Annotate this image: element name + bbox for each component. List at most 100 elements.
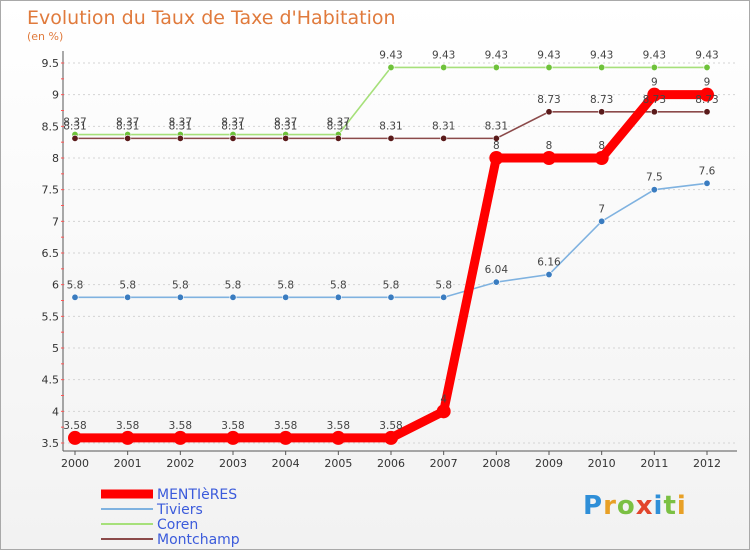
data-point (176, 293, 184, 301)
data-point (598, 108, 606, 116)
data-label: 8 (598, 140, 605, 152)
data-point (436, 404, 451, 419)
data-point (387, 63, 395, 71)
data-label: 9.43 (485, 49, 508, 61)
x-tick-label: 2009 (535, 457, 563, 470)
x-tick-label: 2008 (482, 457, 510, 470)
logo-letter: i (676, 491, 687, 521)
logo-letter: x (635, 491, 654, 521)
data-label: 9.43 (537, 49, 560, 61)
data-label: 5.8 (277, 279, 294, 291)
data-label: 8.37 (221, 117, 244, 129)
data-point (282, 293, 290, 301)
x-tick-label: 2002 (166, 457, 194, 470)
logo-letter: o (616, 491, 636, 521)
legend-label: MENTIèRES (157, 487, 237, 503)
data-label: 3.58 (116, 420, 139, 432)
data-label: 8.37 (116, 117, 139, 129)
data-label: 3.58 (221, 420, 244, 432)
data-point (598, 217, 606, 225)
data-point (124, 134, 132, 142)
data-point (384, 430, 398, 445)
data-label: 8 (546, 140, 553, 152)
y-tick-label: 6.5 (42, 247, 60, 260)
y-tick-label: 6 (52, 279, 59, 292)
data-point (650, 63, 658, 71)
proxiti-logo: Proxiti (583, 491, 687, 521)
data-label: 7.5 (646, 172, 663, 184)
data-label: 8.37 (327, 117, 350, 129)
data-label: 7 (598, 203, 605, 215)
data-label: 3.58 (63, 420, 86, 432)
data-point (492, 278, 500, 286)
data-label: 9.43 (590, 49, 613, 61)
data-label: 5.8 (435, 279, 452, 291)
data-label: 8.31 (485, 120, 508, 132)
data-label: 8.73 (590, 94, 613, 106)
tick-labels: 3.5 4 4.5 5 5.5 6 6.5 7 7.5 8 8.5 9 9.5 2000 2001 2002 2… (42, 57, 722, 470)
y-tick-label: 9.5 (42, 57, 60, 70)
data-label: 3.58 (274, 420, 297, 432)
y-tick-label: 4 (52, 405, 59, 418)
legend-label: Coren (157, 517, 198, 533)
data-label: 3.58 (379, 420, 402, 432)
data-point (226, 430, 240, 445)
data-label: 8.37 (274, 117, 297, 129)
y-tick-label: 5.5 (42, 310, 60, 323)
x-tick-label: 2004 (272, 457, 300, 470)
x-tick-label: 2011 (640, 457, 668, 470)
y-tick-label: 8.5 (42, 120, 60, 133)
data-point (282, 134, 290, 142)
data-point (440, 63, 448, 71)
data-label: 9.43 (643, 49, 666, 61)
y-tick-label: 7.5 (42, 184, 60, 197)
data-label: 8.37 (169, 117, 192, 129)
data-label: 5.8 (330, 279, 347, 291)
data-label: 5.8 (172, 279, 189, 291)
data-point (492, 63, 500, 71)
data-point (650, 108, 658, 116)
data-label: 8.31 (327, 120, 350, 132)
x-tick-label: 2000 (61, 457, 89, 470)
data-label: 9 (704, 77, 711, 89)
data-point (387, 293, 395, 301)
chart-subtitle: (en %) (27, 30, 64, 43)
y-tick-label: 8 (52, 152, 59, 165)
data-label: 8.73 (643, 94, 666, 106)
data-label: 6.04 (485, 264, 509, 276)
data-label: 3.58 (169, 420, 192, 432)
data-point (120, 430, 135, 445)
data-point (545, 63, 553, 71)
chart-title: Evolution du Taux de Taxe d'Habitation (27, 7, 396, 29)
data-point (71, 293, 79, 301)
data-point (173, 430, 188, 445)
data-point (68, 430, 82, 445)
data-point (647, 87, 662, 102)
data-label: 8.31 (169, 120, 192, 132)
data-point (331, 430, 346, 445)
data-labels-group: 3.58 3.58 3.58 3.58 3.58 3.58 3.58 4 8 8 8 9 9 5.8 5.8… (63, 49, 718, 432)
data-point (440, 134, 448, 142)
x-tick-label: 2012 (693, 457, 721, 470)
logo-letter: P (583, 491, 604, 521)
data-point (700, 87, 714, 102)
data-label: 8.73 (695, 94, 718, 106)
data-point (229, 134, 237, 142)
data-point (598, 63, 606, 71)
grid-lines (63, 62, 737, 444)
data-label: 5.8 (225, 279, 242, 291)
data-label: 8.31 (221, 120, 244, 132)
data-point (387, 134, 395, 142)
series-line (75, 90, 707, 443)
data-label: 4 (440, 393, 447, 405)
logo-letter: i (653, 491, 664, 521)
data-point (545, 108, 553, 116)
x-tick-label: 2001 (114, 457, 142, 470)
data-point (703, 108, 711, 116)
y-tick-label: 3.5 (42, 437, 60, 450)
data-label: 9.43 (432, 49, 455, 61)
data-label: 6.16 (537, 257, 561, 269)
data-point (545, 271, 553, 279)
